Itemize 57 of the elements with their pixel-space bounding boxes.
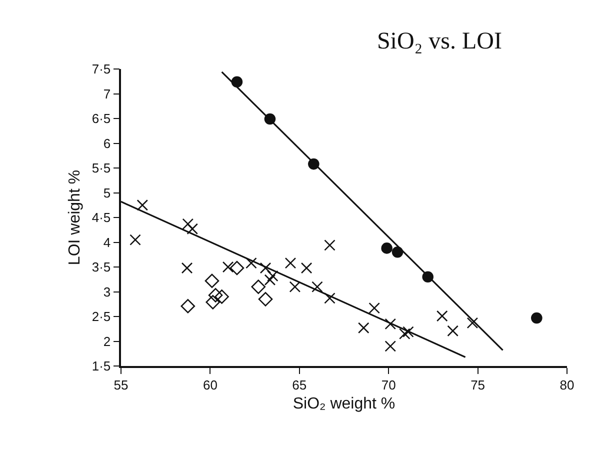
chart-title: SiO₂ vs. LOI	[376, 28, 502, 55]
x-tick-label: 55	[114, 377, 128, 392]
x-axis-title: SiO₂ weight %	[292, 396, 396, 413]
y-tick-label: 7·5	[92, 62, 111, 77]
y-tick-label: 1·5	[92, 358, 111, 374]
point	[284, 257, 296, 269]
x-tick-label: 80	[560, 377, 574, 392]
point	[251, 280, 266, 294]
point	[531, 312, 542, 324]
point	[260, 262, 272, 274]
point	[358, 322, 370, 334]
point	[186, 223, 198, 235]
y-tick-label: 4	[103, 234, 111, 250]
point	[182, 218, 194, 230]
y-axis-title: LOI weight %	[66, 170, 84, 266]
point	[246, 257, 257, 269]
point	[180, 298, 196, 314]
y-tick-label: 6	[103, 136, 111, 151]
point	[214, 290, 229, 304]
point	[402, 326, 414, 338]
point	[324, 292, 336, 304]
point	[466, 317, 478, 329]
y-tick-label: 2·5	[92, 309, 111, 324]
point	[447, 325, 458, 337]
point	[300, 262, 312, 274]
point	[208, 288, 223, 302]
point	[222, 261, 234, 273]
point	[206, 295, 220, 310]
point	[264, 274, 276, 286]
y-tick-label: 7	[103, 86, 111, 102]
point	[258, 292, 273, 306]
x-tick-label: 65	[292, 377, 307, 392]
y-tick-label: 3	[103, 284, 111, 300]
point	[181, 262, 193, 274]
point	[230, 260, 244, 276]
y-tick-label: 5	[103, 185, 111, 200]
point	[324, 240, 336, 251]
point	[381, 242, 392, 254]
point	[312, 281, 323, 292]
point	[136, 199, 148, 211]
point	[384, 340, 396, 352]
y-tick-label: 5·5	[92, 160, 111, 176]
x-tick-label: 60	[202, 377, 218, 392]
y-tick-label: 4·5	[92, 210, 111, 226]
point	[289, 281, 301, 292]
x-tick-label: 75	[470, 377, 486, 392]
point	[130, 234, 141, 246]
y-tick-label: 2	[103, 334, 111, 349]
point	[384, 318, 396, 330]
y-tick-label: 3·5	[92, 260, 111, 275]
point	[204, 274, 220, 288]
point	[399, 328, 410, 340]
x-tick-label: 70	[381, 377, 396, 392]
point	[266, 270, 278, 282]
point	[368, 302, 380, 314]
point	[436, 310, 448, 322]
y-tick-label: 6·5	[92, 111, 111, 126]
